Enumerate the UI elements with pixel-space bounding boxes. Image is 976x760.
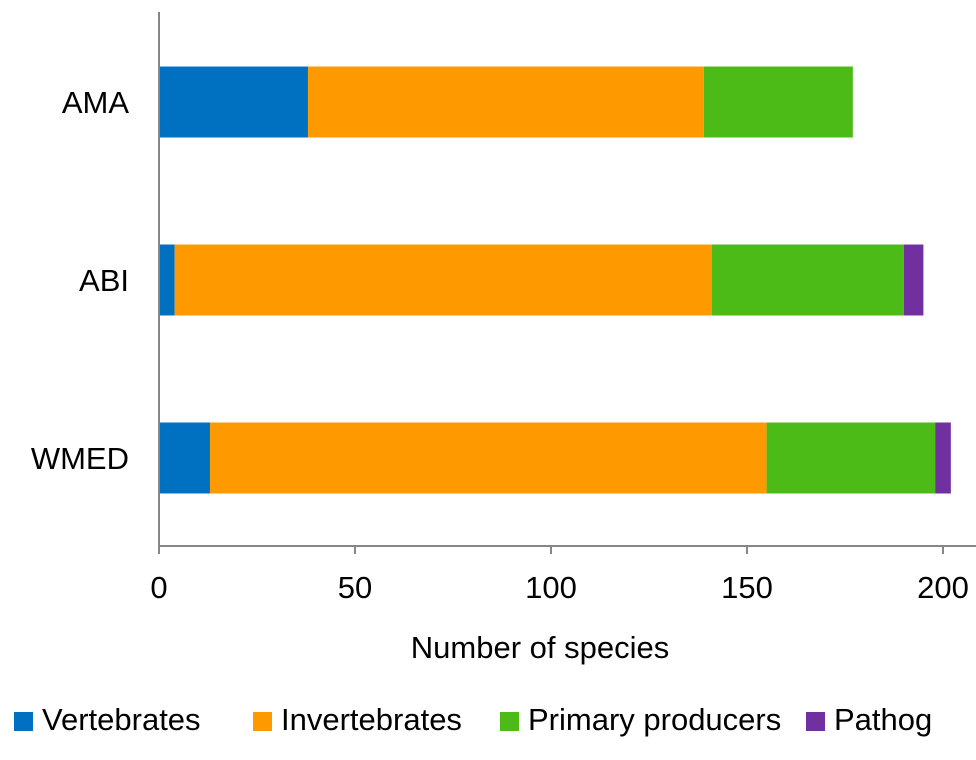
category-label-ama: AMA xyxy=(62,85,130,120)
bar-group xyxy=(159,66,951,494)
legend-swatch-pathog xyxy=(806,712,825,731)
bar-ama-vertebrates xyxy=(159,66,308,138)
x-tick-label: 50 xyxy=(338,570,372,605)
x-tick-label: 150 xyxy=(721,570,773,605)
category-labels: AMA ABI WMED xyxy=(31,85,129,476)
x-tick-label: 0 xyxy=(150,570,167,605)
bar-wmed-primary-producers xyxy=(766,422,936,494)
category-label-wmed: WMED xyxy=(31,441,129,476)
legend-label-primary-producers: Primary producers xyxy=(528,702,781,737)
legend-label-pathog: Pathog xyxy=(834,702,932,737)
x-ticks: 0 50 100 150 200 xyxy=(150,546,969,605)
bar-wmed-pathog xyxy=(935,422,951,494)
bar-abi-invertebrates xyxy=(174,244,712,316)
legend-label-vertebrates: Vertebrates xyxy=(42,702,201,737)
legend-swatch-vertebrates xyxy=(14,712,33,731)
bar-wmed-invertebrates xyxy=(209,422,767,494)
legend-label-invertebrates: Invertebrates xyxy=(281,702,462,737)
bar-abi-pathog xyxy=(903,244,924,316)
axes xyxy=(158,12,976,547)
bar-abi-vertebrates xyxy=(159,244,175,316)
legend-swatch-primary-producers xyxy=(500,712,519,731)
bar-ama-invertebrates xyxy=(307,66,704,138)
bar-abi-primary-producers xyxy=(711,244,904,316)
bar-wmed-vertebrates xyxy=(159,422,210,494)
x-axis-title: Number of species xyxy=(411,630,669,665)
x-tick-label: 100 xyxy=(525,570,577,605)
legend: Vertebrates Invertebrates Primary producer… xyxy=(14,702,932,737)
bar-ama-primary-producers xyxy=(703,66,853,138)
x-tick-label: 200 xyxy=(917,570,969,605)
category-label-abi: ABI xyxy=(79,263,129,298)
legend-swatch-invertebrates xyxy=(253,712,272,731)
